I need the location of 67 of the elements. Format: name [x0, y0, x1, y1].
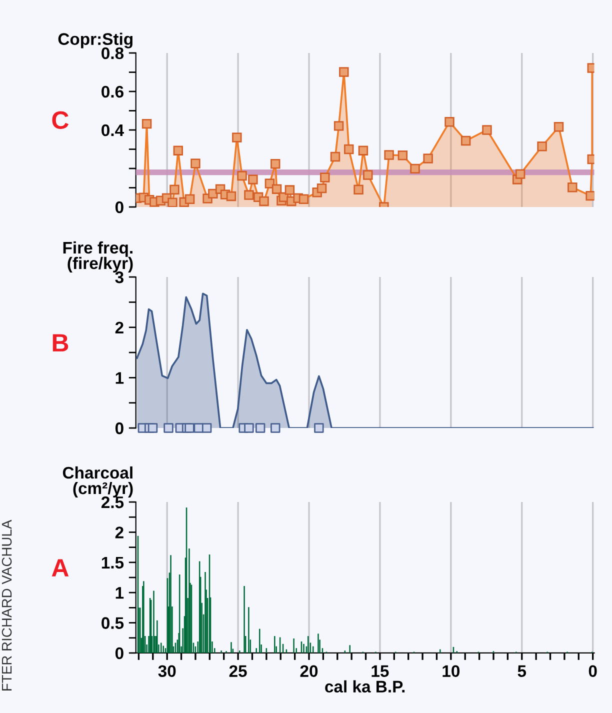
- point: [330, 152, 340, 162]
- point: [354, 184, 364, 195]
- y-tick-label: 0: [115, 422, 124, 434]
- point: [244, 190, 254, 200]
- point: [344, 144, 354, 154]
- point: [537, 141, 547, 152]
- y-tick-label: 0: [115, 647, 124, 660]
- point: [168, 198, 178, 207]
- point: [398, 150, 408, 160]
- point: [284, 185, 295, 195]
- point: [237, 170, 247, 181]
- point: [272, 184, 282, 194]
- point: [515, 169, 526, 179]
- x-tick-label: 20: [300, 665, 318, 678]
- point: [190, 158, 200, 168]
- point: [264, 178, 275, 188]
- x-tick-label: 0: [588, 665, 597, 678]
- point: [444, 117, 454, 127]
- point: [316, 183, 327, 194]
- x-tick-label: 30: [158, 665, 176, 678]
- point: [482, 125, 492, 135]
- point: [363, 170, 373, 180]
- text: C: [52, 111, 69, 129]
- point: [270, 159, 280, 169]
- y-axis-title: Charcoal (cm²/yr): [62, 466, 133, 498]
- x-tick-label: 5: [518, 665, 526, 678]
- point: [184, 194, 195, 204]
- y-tick-label: 0.5: [102, 617, 124, 629]
- point: [248, 174, 258, 184]
- y-tick-label: 2: [115, 322, 124, 334]
- text: B: [52, 334, 68, 352]
- point: [259, 196, 269, 206]
- point: [586, 190, 594, 201]
- x-tick-label: 25: [229, 665, 247, 678]
- point: [142, 118, 152, 129]
- y-axis-title: Fire freq. (fire/kyr): [63, 241, 133, 272]
- point: [334, 121, 344, 131]
- y-tick-label: 2.5: [101, 496, 124, 508]
- point: [170, 184, 180, 195]
- y-tick-label: 0.6: [102, 86, 124, 98]
- point: [232, 132, 242, 142]
- x-axis-title: cal ka B.P.: [325, 680, 405, 693]
- y-tick-label: 1: [116, 372, 124, 384]
- y-tick-label: 1.5: [102, 556, 124, 569]
- point: [460, 136, 471, 146]
- y-tick-label: 0.8: [102, 47, 124, 60]
- y-tick-label: 1: [116, 587, 124, 599]
- point: [339, 67, 349, 77]
- y-tick-label: 0.4: [102, 124, 124, 136]
- point: [173, 146, 184, 156]
- point: [358, 146, 368, 156]
- x-tick-label: 10: [442, 665, 460, 678]
- point: [226, 191, 236, 202]
- x-tick-label: 15: [372, 665, 389, 678]
- point: [410, 164, 420, 174]
- point: [568, 182, 578, 192]
- y-tick-label: 3: [115, 271, 124, 284]
- point: [320, 172, 330, 182]
- point: [384, 150, 394, 160]
- point: [423, 154, 433, 164]
- point: [298, 194, 309, 204]
- point: [554, 122, 564, 132]
- text: FTER RICHARD VACHULA: [2, 520, 12, 690]
- y-tick-label: 2: [115, 526, 124, 538]
- y-tick-label: 0: [115, 201, 124, 214]
- text: A: [52, 559, 69, 576]
- y-axis-title: Copr:Stig: [58, 32, 132, 48]
